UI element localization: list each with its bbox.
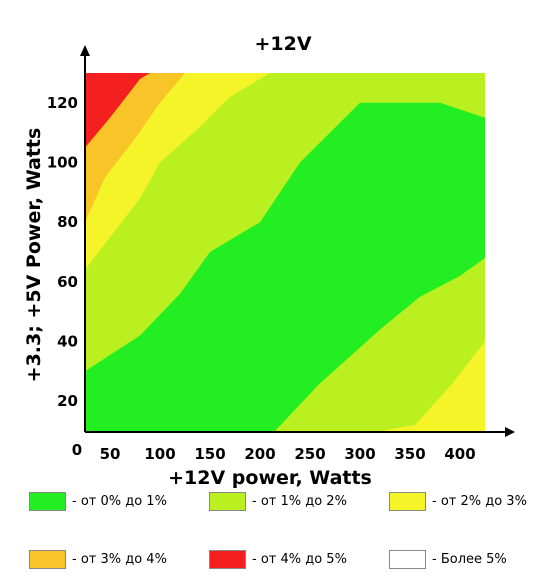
region-b2-2 [380, 341, 485, 431]
legend-swatch [29, 491, 66, 511]
y-tick-label: 120 [47, 94, 78, 112]
region-b0-5 [85, 102, 485, 431]
legend-label: - от 4% до 5% [252, 551, 347, 567]
x-tick-label: 250 [294, 445, 325, 463]
legend-item-1-2: - от 1% до 2% [209, 490, 347, 512]
chart-title: +12V [254, 33, 311, 55]
legend-label: - Более 5% [432, 551, 507, 567]
legend-label: - от 2% до 3% [432, 493, 527, 509]
legend-swatch [29, 549, 66, 569]
region-b4-4 [85, 73, 150, 148]
y-axis-arrow [80, 45, 90, 56]
legend-item-4-5: - от 4% до 5% [209, 548, 347, 570]
legend-item-2-3: - от 2% до 3% [389, 490, 527, 512]
legend-swatch [209, 491, 246, 511]
heatmap-regions [85, 73, 485, 431]
legend-item-over-5: - Более 5% [389, 548, 507, 570]
legend-label: - от 3% до 4% [72, 551, 167, 567]
legend-label: - от 0% до 1% [72, 493, 167, 509]
x-tick-label: 350 [394, 445, 425, 463]
y-tick-label: 100 [47, 154, 78, 172]
x-tick-label: 300 [344, 445, 375, 463]
x-tick-label: 100 [144, 445, 175, 463]
legend-item-0-1: - от 0% до 1% [29, 490, 167, 512]
legend-swatch [389, 549, 426, 569]
y-tick-label: 60 [57, 273, 78, 291]
y-tick-label: 80 [57, 213, 78, 231]
x-tick-label: 400 [444, 445, 475, 463]
x-tick-label: 50 [100, 445, 121, 463]
tick-labels: 50 100 150 200 250 300 350 400 20 40 60 80 100 120 [47, 94, 476, 463]
x-tick-label: 150 [194, 445, 225, 463]
x-axis-title: +12V power, Watts [168, 467, 372, 489]
legend-swatch [209, 549, 246, 569]
legend-label: - от 1% до 2% [252, 493, 347, 509]
axes [80, 45, 515, 437]
x-axis-arrow [505, 427, 515, 437]
legend-swatch [389, 491, 426, 511]
x-tick-label: 200 [244, 445, 275, 463]
legend-item-3-4: - от 3% до 4% [29, 548, 167, 570]
origin-label: 0 [72, 441, 82, 459]
y-tick-label: 20 [57, 392, 78, 410]
y-tick-label: 40 [57, 333, 78, 351]
y-axis-title: +3.3; +5V Power, Watts [23, 128, 45, 383]
